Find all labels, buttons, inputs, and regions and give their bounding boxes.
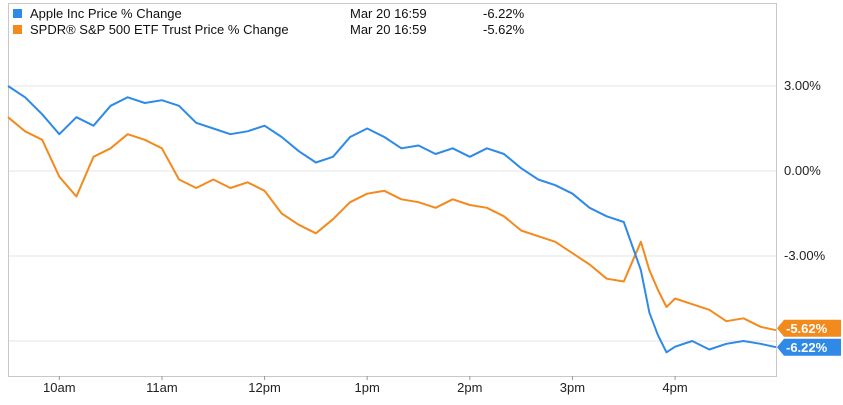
x-tick-label: 2pm [457,380,482,395]
legend-date: Mar 20 16:59 [350,6,427,21]
tag-background [777,338,841,356]
spdr-s-p-500-etf-trust-price-change-line [7,116,777,332]
plot-frame [8,3,777,377]
last-value-tags: -6.22% -5.62% [777,319,841,356]
tag-background [777,319,841,337]
y-tick-label: 0.00% [784,163,821,178]
x-axis: 10am 11am 12pm 1pm 2pm 3pm 4pm [43,376,688,395]
spdr-last-value-tag: -5.62% [777,319,841,337]
legend-swatch [13,25,22,34]
y-axis: 3.00% 0.00% -3.00% [784,78,826,263]
legend-item-spdr[interactable]: SPDR® S&P 500 ETF Trust Price % Change Ma… [13,22,525,37]
legend-last-value: -5.62% [483,22,525,37]
x-tick-label: 1pm [355,380,380,395]
apple-last-value-tag: -6.22% [777,338,841,356]
tag-value: -5.62% [786,321,828,336]
series-layer [7,85,777,354]
x-tick-label: 11am [146,380,178,395]
x-tick-label: 4pm [662,380,687,395]
legend-series-name: Apple Inc Price % Change [30,6,182,21]
tag-value: -6.22% [786,340,828,355]
y-tick-label: -3.00% [784,248,826,263]
apple-inc-price-change-line [7,85,777,354]
grid-layer [9,85,776,342]
x-tick-label: 10am [43,380,76,395]
legend-swatch [13,9,22,18]
legend-last-value: -6.22% [483,6,525,21]
x-tick-label: 3pm [560,380,585,395]
legend-date: Mar 20 16:59 [350,22,427,37]
y-tick-label: 3.00% [784,78,821,93]
legend[interactable]: Apple Inc Price % Change Mar 20 16:59 -6.2… [13,6,525,37]
legend-series-name: SPDR® S&P 500 ETF Trust Price % Change [30,22,289,37]
x-tick-label: 12pm [248,380,281,395]
legend-item-apple[interactable]: Apple Inc Price % Change Mar 20 16:59 -6.2… [13,6,525,21]
